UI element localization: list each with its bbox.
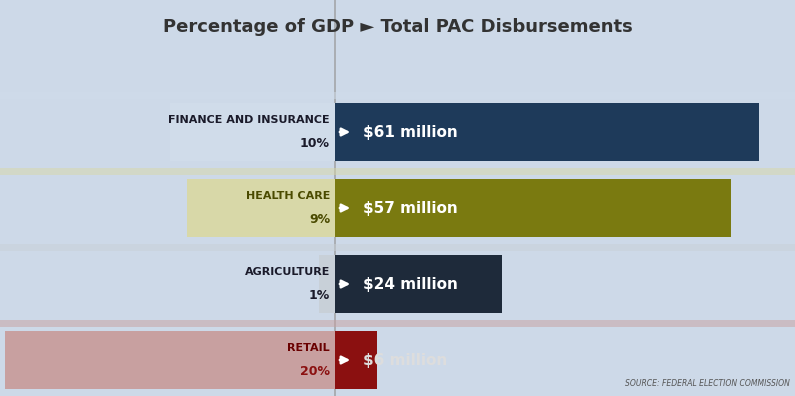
Text: $6 million: $6 million [363, 352, 448, 367]
Text: HEALTH CARE: HEALTH CARE [246, 191, 330, 202]
Bar [0, 168, 795, 175]
Bar [335, 179, 731, 237]
Text: AGRICULTURE: AGRICULTURE [245, 267, 330, 278]
Bar [187, 179, 335, 237]
Text: RETAIL: RETAIL [287, 343, 330, 353]
Text: SOURCE: FEDERAL ELECTION COMMISSION: SOURCE: FEDERAL ELECTION COMMISSION [625, 379, 790, 388]
Bar [0, 244, 795, 251]
Bar [0, 92, 795, 99]
Bar [0, 320, 795, 327]
Text: Percentage of GDP ► Total PAC Disbursements: Percentage of GDP ► Total PAC Disburseme… [163, 18, 632, 36]
Text: 20%: 20% [300, 365, 330, 378]
Text: $57 million: $57 million [363, 200, 458, 215]
Bar [5, 331, 335, 389]
Text: 9%: 9% [309, 213, 330, 226]
Bar [335, 255, 502, 313]
Text: 10%: 10% [300, 137, 330, 150]
Text: 1%: 1% [308, 289, 330, 302]
Bar [319, 255, 335, 313]
Text: $61 million: $61 million [363, 124, 458, 139]
Text: FINANCE AND INSURANCE: FINANCE AND INSURANCE [169, 115, 330, 126]
Bar [335, 331, 377, 389]
Text: $24 million: $24 million [363, 276, 458, 291]
Bar [335, 103, 759, 161]
Bar [170, 103, 335, 161]
